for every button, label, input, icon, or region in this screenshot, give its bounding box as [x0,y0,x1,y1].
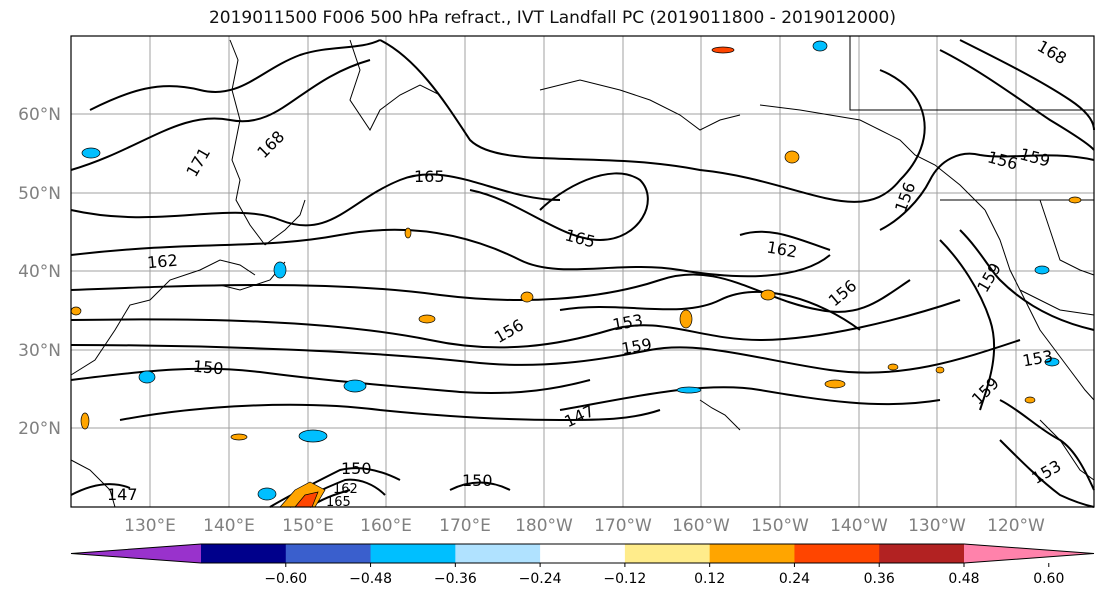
lon-label: 160°W [672,516,730,536]
lat-label: 20°N [18,419,61,439]
contour-label: 150 [462,471,493,490]
lon-label: 170°W [594,516,652,536]
lat-label: 30°N [18,341,61,361]
lon-label: 140°W [830,516,888,536]
colorbar-tick-label: 0.60 [1033,571,1064,587]
ivt-patches [70,40,1082,508]
colorbar-box [879,544,965,563]
colorbar-box [794,544,880,563]
lon-label: 120°W [987,516,1045,536]
lon-label: 180°W [515,516,573,536]
colorbar-tick-label: 0.12 [694,571,725,587]
lon-label: 150°W [751,516,809,536]
colorbar-extend-min [71,544,201,563]
lon-label: 130°E [124,516,176,536]
colorbar-tick-label: 0.36 [864,571,895,587]
lon-label: 160°E [360,516,412,536]
contour-label: 150 [192,357,224,379]
lon-label: 150°E [282,516,334,536]
lat-label: 40°N [18,262,61,282]
colorbar-box [285,544,372,563]
contour-label: 150 [341,459,372,478]
refractivity-contours [70,39,1095,508]
colorbar: −0.60 −0.48 −0.36 −0.24 −0.12 0.12 0.24 0.36 0.4… [70,543,1095,587]
contour-label: 165 [326,495,351,510]
colorbar-box [455,544,541,563]
colorbar-box [370,544,456,563]
lon-label: 170°E [439,516,491,536]
colorbar-tick-label: −0.36 [434,571,477,587]
lon-label: 140°E [203,516,255,536]
coastlines [70,36,1095,508]
colorbar-box [709,544,795,563]
colorbar-tick-label: −0.60 [264,571,307,587]
map-frame [70,35,1095,508]
colorbar-extend-max [964,544,1094,563]
colorbar-tick-label: −0.48 [349,571,392,587]
colorbar-tick-label: −0.24 [519,571,562,587]
longitude-labels: 130°E 140°E 150°E 160°E 170°E 180°W 170°… [124,516,1045,536]
contour-label: 162 [146,251,178,273]
colorbar-box [201,544,287,563]
colorbar-tick-label: 0.48 [948,571,979,587]
colorbar-tick-label: −0.12 [603,571,646,587]
colorbar-outline [70,543,1095,564]
colorbar-box [540,544,626,563]
map-title: 2019011500 F006 500 hPa refract., IVT La… [208,8,896,28]
colorbar-box [624,544,711,563]
colorbar-tick-label: 0.24 [779,571,810,587]
lat-label: 50°N [18,184,61,204]
lat-label: 60°N [18,105,61,125]
contour-label: 162 [333,482,358,497]
contour-label: 147 [107,485,138,504]
contour-label: 165 [414,167,445,186]
lon-label: 130°W [908,516,966,536]
latitude-labels: 60°N 50°N 40°N 30°N 20°N [18,105,61,439]
